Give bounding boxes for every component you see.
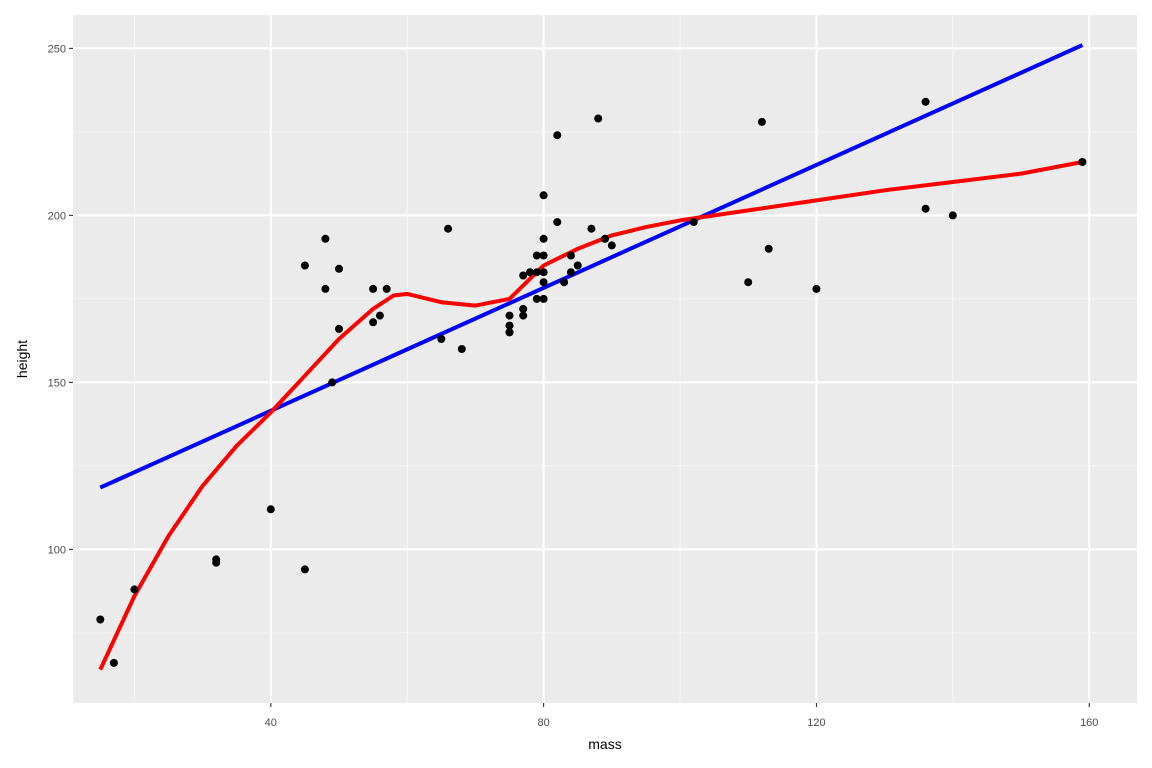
data-point [812,284,821,293]
data-point [539,191,548,200]
x-axis-title: mass [588,736,621,752]
data-point [689,218,698,227]
data-point [369,284,378,293]
data-point [594,114,603,123]
data-point [526,268,534,277]
data-point [764,244,773,253]
data-point [130,585,139,594]
data-point [444,224,453,233]
data-point [532,268,541,277]
data-point [300,565,309,574]
y-tick-label: 100 [48,544,66,556]
data-point [457,345,466,353]
x-tick-label: 80 [537,717,549,729]
data-point [539,294,548,303]
data-point [96,615,105,624]
y-axis-title: height [14,340,30,378]
data-point [539,278,548,287]
data-point [948,211,957,220]
data-point [212,555,221,564]
smooth-fit-line [98,160,1083,671]
data-point [532,294,541,303]
data-point [266,505,275,514]
x-axis: 40 80 120 160 [265,703,1098,729]
y-tick-label: 250 [48,43,66,55]
data-point [566,251,575,260]
data-point [369,318,378,327]
x-tick-label: 160 [1080,717,1098,729]
data-point [573,261,582,270]
minor-gridlines [73,15,1137,703]
data-point [519,271,528,280]
y-tick-label: 200 [48,210,66,222]
smooth-lines [98,43,1084,671]
data-point [532,251,541,260]
data-point [519,311,528,320]
data-point [109,658,118,667]
data-point [505,321,514,330]
data-point [587,224,596,233]
data-point [566,268,575,277]
data-point [328,378,337,387]
data-point [539,268,548,277]
plot-panel [73,15,1137,703]
data-point [505,328,514,337]
data-point [375,311,384,320]
data-point [335,324,343,333]
data-point [1078,158,1087,166]
data-point [921,204,930,213]
x-tick-label: 120 [807,717,825,729]
data-point [321,234,330,243]
data-point [382,284,391,293]
data-point [744,278,753,287]
data-point [437,335,446,343]
data-point [553,218,562,227]
data-point [539,251,548,260]
y-axis: 100 150 200 250 [48,43,73,556]
data-point [335,264,343,273]
data-point [607,241,616,250]
data-point [321,284,330,293]
data-point [539,234,548,243]
data-point [519,304,528,313]
data-point [757,117,766,126]
y-tick-label: 150 [48,377,66,389]
x-tick-label: 40 [265,717,277,729]
data-point [505,311,514,320]
major-gridlines [73,15,1137,703]
data-point [560,278,569,287]
data-point [300,261,309,270]
data-point [601,234,609,243]
data-points [96,97,1087,667]
data-point [553,131,562,140]
linear-fit-line [99,43,1084,490]
data-point [921,97,930,106]
